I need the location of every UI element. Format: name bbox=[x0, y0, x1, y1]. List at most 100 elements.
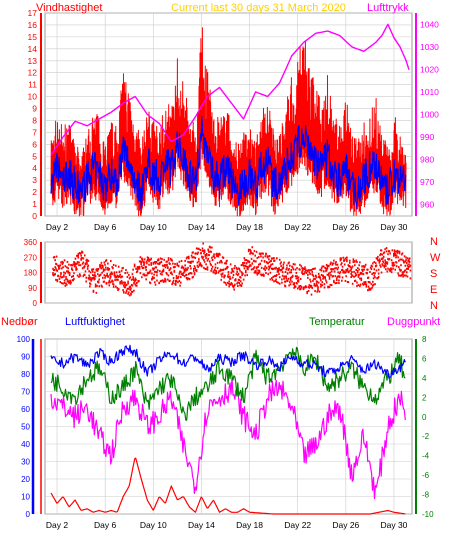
direction-point bbox=[139, 272, 142, 275]
direction-point bbox=[283, 261, 285, 264]
direction-point bbox=[156, 269, 159, 272]
direction-point bbox=[171, 283, 173, 286]
humidity-x-tick-label: Day 6 bbox=[94, 520, 116, 530]
dewpoint-axis-label: Duggpunkt bbox=[387, 316, 440, 328]
direction-point bbox=[193, 269, 195, 272]
direction-point bbox=[398, 252, 401, 255]
direction-point bbox=[295, 271, 298, 274]
direction-point bbox=[87, 277, 90, 280]
direction-point bbox=[281, 278, 283, 281]
direction-point bbox=[250, 268, 253, 271]
direction-tick-label: 0 bbox=[33, 299, 38, 308]
direction-point bbox=[301, 270, 303, 273]
direction-point bbox=[398, 274, 400, 277]
direction-point bbox=[177, 281, 179, 284]
direction-point bbox=[318, 275, 321, 278]
direction-point bbox=[70, 275, 73, 278]
direction-point bbox=[176, 262, 178, 265]
direction-point bbox=[78, 275, 80, 278]
direction-point bbox=[64, 272, 67, 275]
direction-point bbox=[302, 267, 304, 270]
direction-point bbox=[180, 281, 182, 284]
direction-point bbox=[289, 283, 292, 286]
direction-point bbox=[127, 282, 129, 285]
direction-point bbox=[128, 273, 130, 276]
direction-point bbox=[384, 248, 386, 251]
compass-label-n-bottom: N bbox=[430, 300, 438, 312]
direction-point bbox=[263, 267, 266, 270]
direction-point bbox=[73, 261, 76, 264]
direction-point bbox=[72, 279, 75, 282]
direction-point bbox=[254, 254, 256, 257]
direction-point bbox=[67, 267, 69, 270]
direction-point bbox=[205, 257, 207, 260]
direction-point bbox=[213, 271, 215, 274]
direction-point bbox=[165, 272, 168, 275]
direction-point bbox=[134, 277, 137, 280]
direction-point bbox=[236, 268, 238, 271]
direction-point bbox=[111, 272, 114, 275]
direction-point bbox=[385, 261, 387, 264]
direction-point bbox=[61, 262, 64, 265]
direction-point bbox=[199, 262, 202, 265]
direction-point bbox=[224, 281, 227, 284]
direction-point bbox=[145, 266, 147, 269]
direction-point bbox=[185, 277, 188, 280]
direction-point bbox=[378, 258, 381, 261]
direction-point bbox=[204, 267, 207, 270]
direction-point bbox=[143, 273, 145, 276]
direction-point bbox=[102, 266, 104, 269]
direction-point bbox=[70, 281, 72, 284]
direction-point bbox=[311, 286, 314, 289]
direction-point bbox=[117, 278, 119, 281]
direction-point bbox=[161, 264, 164, 267]
direction-point bbox=[220, 259, 223, 262]
direction-point bbox=[236, 282, 238, 285]
direction-point bbox=[86, 261, 88, 264]
direction-point bbox=[166, 260, 168, 263]
direction-point bbox=[356, 261, 358, 264]
direction-point bbox=[304, 266, 306, 269]
direction-point bbox=[227, 276, 230, 279]
direction-point bbox=[392, 264, 394, 267]
direction-point bbox=[306, 290, 308, 293]
direction-point bbox=[185, 267, 187, 270]
direction-point bbox=[282, 263, 285, 266]
direction-point bbox=[84, 263, 87, 266]
direction-point bbox=[112, 267, 114, 270]
direction-point bbox=[325, 281, 328, 284]
direction-point bbox=[390, 267, 392, 270]
direction-point bbox=[303, 267, 306, 270]
direction-point bbox=[223, 276, 225, 279]
direction-point bbox=[193, 256, 195, 259]
direction-point bbox=[318, 290, 321, 293]
direction-point bbox=[307, 276, 309, 279]
wind-speed-axis-label: Vindhastighet bbox=[36, 2, 102, 14]
direction-point bbox=[328, 272, 330, 275]
direction-point bbox=[356, 271, 359, 274]
direction-point bbox=[152, 261, 155, 264]
direction-point bbox=[187, 260, 189, 263]
direction-point bbox=[166, 273, 168, 276]
direction-point bbox=[263, 273, 265, 276]
direction-point bbox=[192, 260, 194, 263]
direction-point bbox=[393, 249, 396, 252]
direction-point bbox=[137, 267, 140, 270]
direction-point bbox=[197, 251, 199, 254]
direction-point bbox=[324, 277, 327, 280]
humidity-temperature-chart: 0 10 20 30 40 50 60 70 80 90 100 -10 -8 -6 -4 -2 0 2 4 6 8 Da… bbox=[1, 316, 440, 530]
direction-point bbox=[141, 259, 144, 262]
direction-point bbox=[307, 289, 310, 292]
direction-point bbox=[361, 268, 364, 271]
direction-point bbox=[216, 252, 218, 255]
direction-point bbox=[112, 263, 115, 266]
direction-point bbox=[322, 274, 324, 277]
direction-point bbox=[186, 256, 189, 259]
rain-axis-label: Nedbør bbox=[1, 316, 38, 328]
direction-point bbox=[177, 275, 180, 278]
direction-point bbox=[166, 263, 168, 266]
direction-point bbox=[361, 265, 363, 268]
direction-point bbox=[348, 265, 351, 268]
direction-point bbox=[304, 270, 306, 273]
direction-point bbox=[309, 278, 311, 281]
